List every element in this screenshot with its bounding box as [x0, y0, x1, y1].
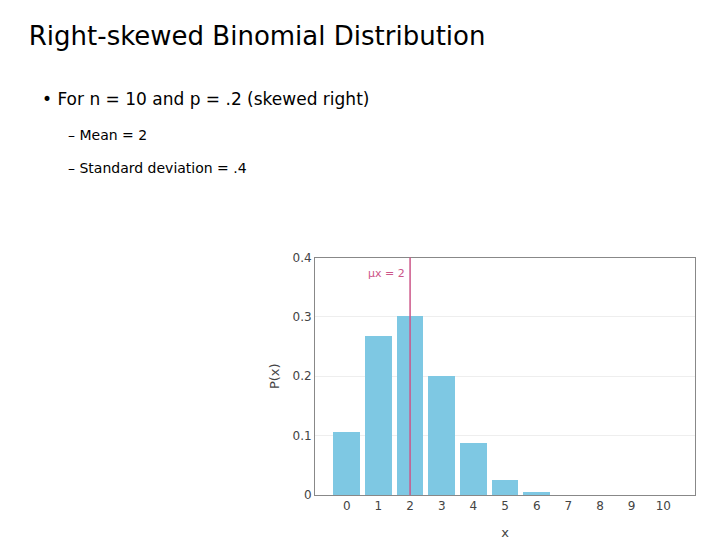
svg-text:– Mean = 2: – Mean = 2 [68, 127, 147, 143]
svg-text:x: x [501, 525, 509, 540]
svg-text:6: 6 [533, 499, 541, 513]
svg-text:0: 0 [304, 488, 312, 502]
svg-text:4: 4 [470, 499, 478, 513]
svg-text:P(x): P(x) [267, 363, 282, 389]
svg-text:0.2: 0.2 [293, 369, 312, 383]
svg-text:8: 8 [596, 499, 604, 513]
svg-text:– Standard deviation = .4: – Standard deviation = .4 [68, 160, 247, 176]
svg-text:7: 7 [565, 499, 573, 513]
svg-text:• For n = 10 and p = .2 (skewe: • For n = 10 and p = .2 (skewed right) [42, 89, 369, 109]
svg-text:0: 0 [343, 499, 351, 513]
svg-text:10: 10 [656, 499, 671, 513]
svg-text:2: 2 [406, 499, 414, 513]
svg-text:μx = 2: μx = 2 [368, 267, 405, 280]
svg-text:0.1: 0.1 [293, 429, 312, 443]
svg-text:1: 1 [375, 499, 383, 513]
svg-text:Right-skewed Binomial Distribu: Right-skewed Binomial Distribution [29, 21, 486, 51]
svg-text:9: 9 [628, 499, 636, 513]
svg-text:3: 3 [438, 499, 446, 513]
svg-text:0.4: 0.4 [293, 251, 312, 265]
svg-text:0.3: 0.3 [293, 310, 312, 324]
svg-text:5: 5 [501, 499, 509, 513]
